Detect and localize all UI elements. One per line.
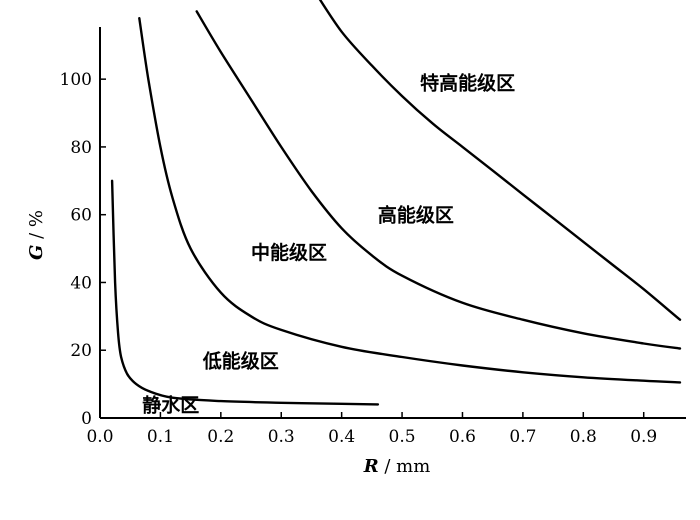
x-tick-label: 0.2	[207, 427, 234, 447]
boundary-curve-static-low	[110, 179, 380, 406]
y-tick-label: 40	[70, 273, 92, 293]
x-tick-label: 0.6	[449, 427, 476, 447]
y-tick-label: 20	[70, 341, 92, 361]
zone-label-low: 低能级区	[202, 349, 279, 372]
y-tick-label: 80	[70, 138, 92, 158]
boundary-curve-mid-high	[195, 10, 682, 350]
boundary-curve-high-extra	[318, 0, 682, 321]
curves	[110, 0, 682, 406]
y-tick-label: 100	[60, 70, 92, 90]
zone-label-static: 静水区	[142, 393, 199, 416]
zone-label-extra-high: 特高能级区	[420, 72, 515, 95]
boundary-curve-low-mid	[138, 17, 682, 384]
y-tick-label: 60	[70, 206, 92, 226]
y-ticks: 0 20 40 60 80 100	[60, 70, 106, 429]
x-tick-label: 0.4	[328, 427, 355, 447]
x-tick-label: 0.5	[389, 427, 416, 447]
x-tick-label: 0.3	[268, 427, 295, 447]
zone-label-medium: 中能级区	[251, 241, 327, 264]
x-tick-label: 0.8	[570, 427, 597, 447]
x-ticks: 0.0 0.1 0.2 0.3 0.4 0.5 0.6 0.7 0.8 0.9	[86, 412, 657, 447]
x-tick-label: 0.0	[86, 427, 113, 447]
zone-label-high: 高能级区	[378, 204, 454, 227]
x-tick-label: 0.7	[509, 427, 536, 447]
y-tick-label: 0	[81, 409, 92, 429]
x-tick-label: 0.9	[630, 427, 657, 447]
y-axis-title: G / %	[26, 210, 47, 260]
axes	[99, 27, 686, 419]
x-axis-title: R / mm	[363, 456, 431, 477]
x-tick-label: 0.1	[147, 427, 174, 447]
